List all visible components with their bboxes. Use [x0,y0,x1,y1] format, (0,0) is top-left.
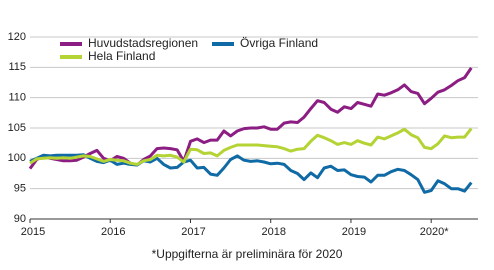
legend-swatch [60,55,82,59]
x-tick-label: 2015 [21,226,45,238]
y-tick-label: 95 [14,183,26,195]
x-tick-label: 2020* [420,226,449,238]
x-tick-label: 2019 [342,226,366,238]
x-tick-label: 2018 [261,226,285,238]
x-tick-label: 2017 [181,226,205,238]
x-tick-label: 2016 [101,226,125,238]
legend-label: Huvudstadsregionen [88,36,198,50]
y-tick-label: 115 [8,61,26,73]
legend-swatch [212,42,234,46]
line [29,153,473,194]
y-tick-label: 90 [14,213,26,225]
line [29,127,473,166]
footnote: *Uppgifterna är preliminära för 2020 [152,247,343,261]
y-tick-label: 120 [8,31,26,43]
y-tick-label: 100 [8,152,26,164]
line [28,67,473,170]
y-tick-label: 105 [8,122,26,134]
legend-label: Övriga Finland [240,36,318,50]
y-tick-label: 110 [8,92,26,104]
legend-label: Hela Finland [88,49,155,63]
legend-swatch [60,42,82,46]
